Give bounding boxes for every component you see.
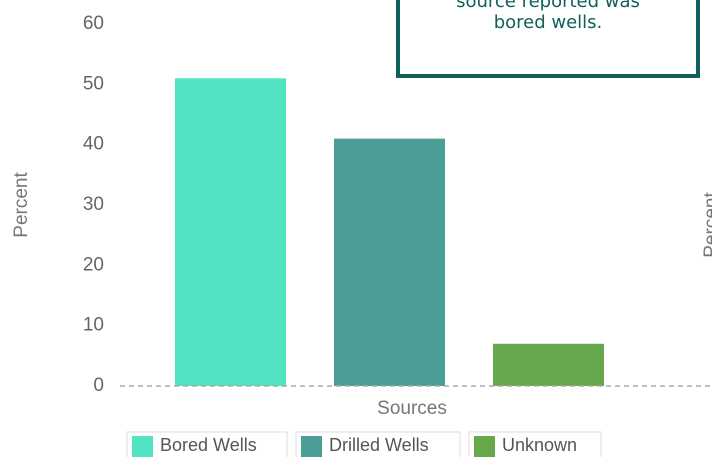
legend-label: Unknown bbox=[502, 435, 577, 455]
legend-swatch bbox=[301, 436, 322, 457]
legend-label: Bored Wells bbox=[160, 435, 257, 455]
next-chart-y-label: Percent bbox=[701, 192, 712, 258]
x-axis-label: Sources bbox=[377, 398, 447, 419]
annotation: source reported was bbox=[456, 0, 640, 12]
bar bbox=[334, 138, 445, 386]
y-tick-label: 40 bbox=[83, 134, 104, 155]
y-tick-label: 0 bbox=[93, 375, 104, 396]
legend-label: Drilled Wells bbox=[329, 435, 429, 455]
legend-swatch bbox=[132, 436, 153, 457]
y-tick-label: 10 bbox=[83, 315, 104, 336]
y-tick-label: 60 bbox=[83, 13, 104, 34]
bar bbox=[175, 78, 286, 387]
annotation: bored wells. bbox=[494, 12, 603, 33]
y-tick-label: 30 bbox=[83, 194, 104, 215]
legend-item bbox=[126, 431, 288, 457]
annotation-box bbox=[396, 0, 700, 78]
y-tick-label: 20 bbox=[83, 254, 104, 275]
bar bbox=[493, 343, 604, 386]
y-tick-label: 50 bbox=[83, 73, 104, 94]
legend-swatch bbox=[474, 436, 495, 457]
legend-item bbox=[295, 431, 461, 457]
y-axis-label: Percent bbox=[11, 172, 32, 238]
